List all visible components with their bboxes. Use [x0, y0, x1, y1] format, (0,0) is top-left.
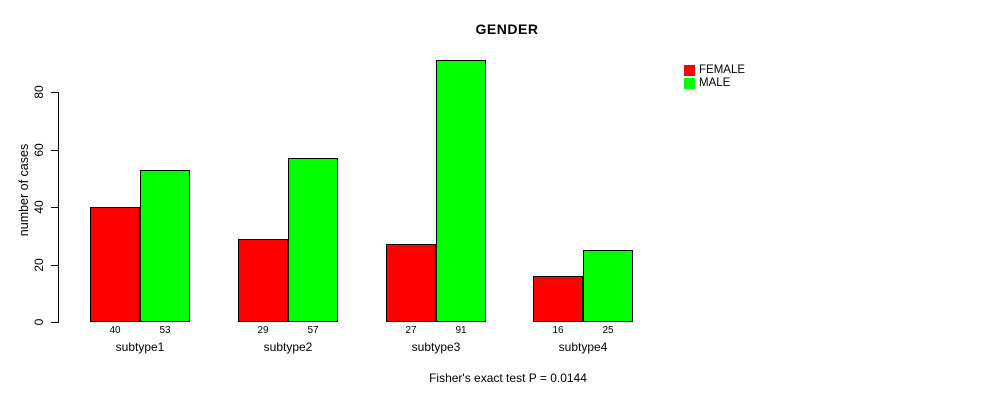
- y-tick-mark: [51, 322, 58, 323]
- bar-value-label: 53: [159, 325, 171, 336]
- y-tick-label: 60: [32, 143, 46, 157]
- bar-value-label: 57: [307, 325, 319, 336]
- y-tick-label: 80: [32, 85, 46, 99]
- bar-value-label: 25: [602, 325, 614, 336]
- bar-value-label: 29: [257, 325, 269, 336]
- legend-item-male: MALE: [684, 77, 745, 89]
- bar-male-subtype3: [436, 60, 486, 322]
- female-color-swatch: [684, 64, 695, 76]
- y-tick-label: 20: [32, 258, 46, 272]
- legend-label-male: MALE: [699, 77, 731, 89]
- category-label-subtype1: subtype1: [115, 340, 165, 354]
- chart-title: GENDER: [475, 21, 539, 37]
- bar-female-subtype2: [238, 239, 288, 322]
- bar-female-subtype4: [533, 276, 583, 322]
- y-tick-mark: [51, 150, 58, 151]
- bar-female-subtype1: [90, 207, 140, 322]
- male-color-swatch: [684, 77, 695, 89]
- y-axis-label: number of cases: [17, 143, 31, 237]
- y-tick-mark: [51, 265, 58, 266]
- bar-value-label: 91: [455, 325, 467, 336]
- y-tick-mark: [51, 92, 58, 93]
- y-tick-label: 40: [32, 200, 46, 214]
- category-label-subtype3: subtype3: [411, 340, 461, 354]
- fisher-test-annotation: Fisher's exact test P = 0.0144: [429, 371, 587, 385]
- category-label-subtype2: subtype2: [263, 340, 313, 354]
- legend-label-female: FEMALE: [699, 64, 746, 76]
- bar-male-subtype1: [140, 170, 190, 322]
- y-tick-label: 0: [32, 318, 46, 326]
- y-tick-mark: [51, 207, 58, 208]
- bar-male-subtype4: [583, 250, 633, 322]
- bar-value-label: 16: [552, 325, 564, 336]
- legend-item-female: FEMALE: [684, 64, 745, 76]
- bar-female-subtype3: [386, 244, 436, 322]
- y-axis-line: [58, 92, 59, 323]
- bar-male-subtype2: [288, 158, 338, 322]
- bar-value-label: 27: [405, 325, 417, 336]
- category-label-subtype4: subtype4: [558, 340, 608, 354]
- bar-value-label: 40: [109, 325, 121, 336]
- legend: FEMALE MALE: [684, 64, 745, 90]
